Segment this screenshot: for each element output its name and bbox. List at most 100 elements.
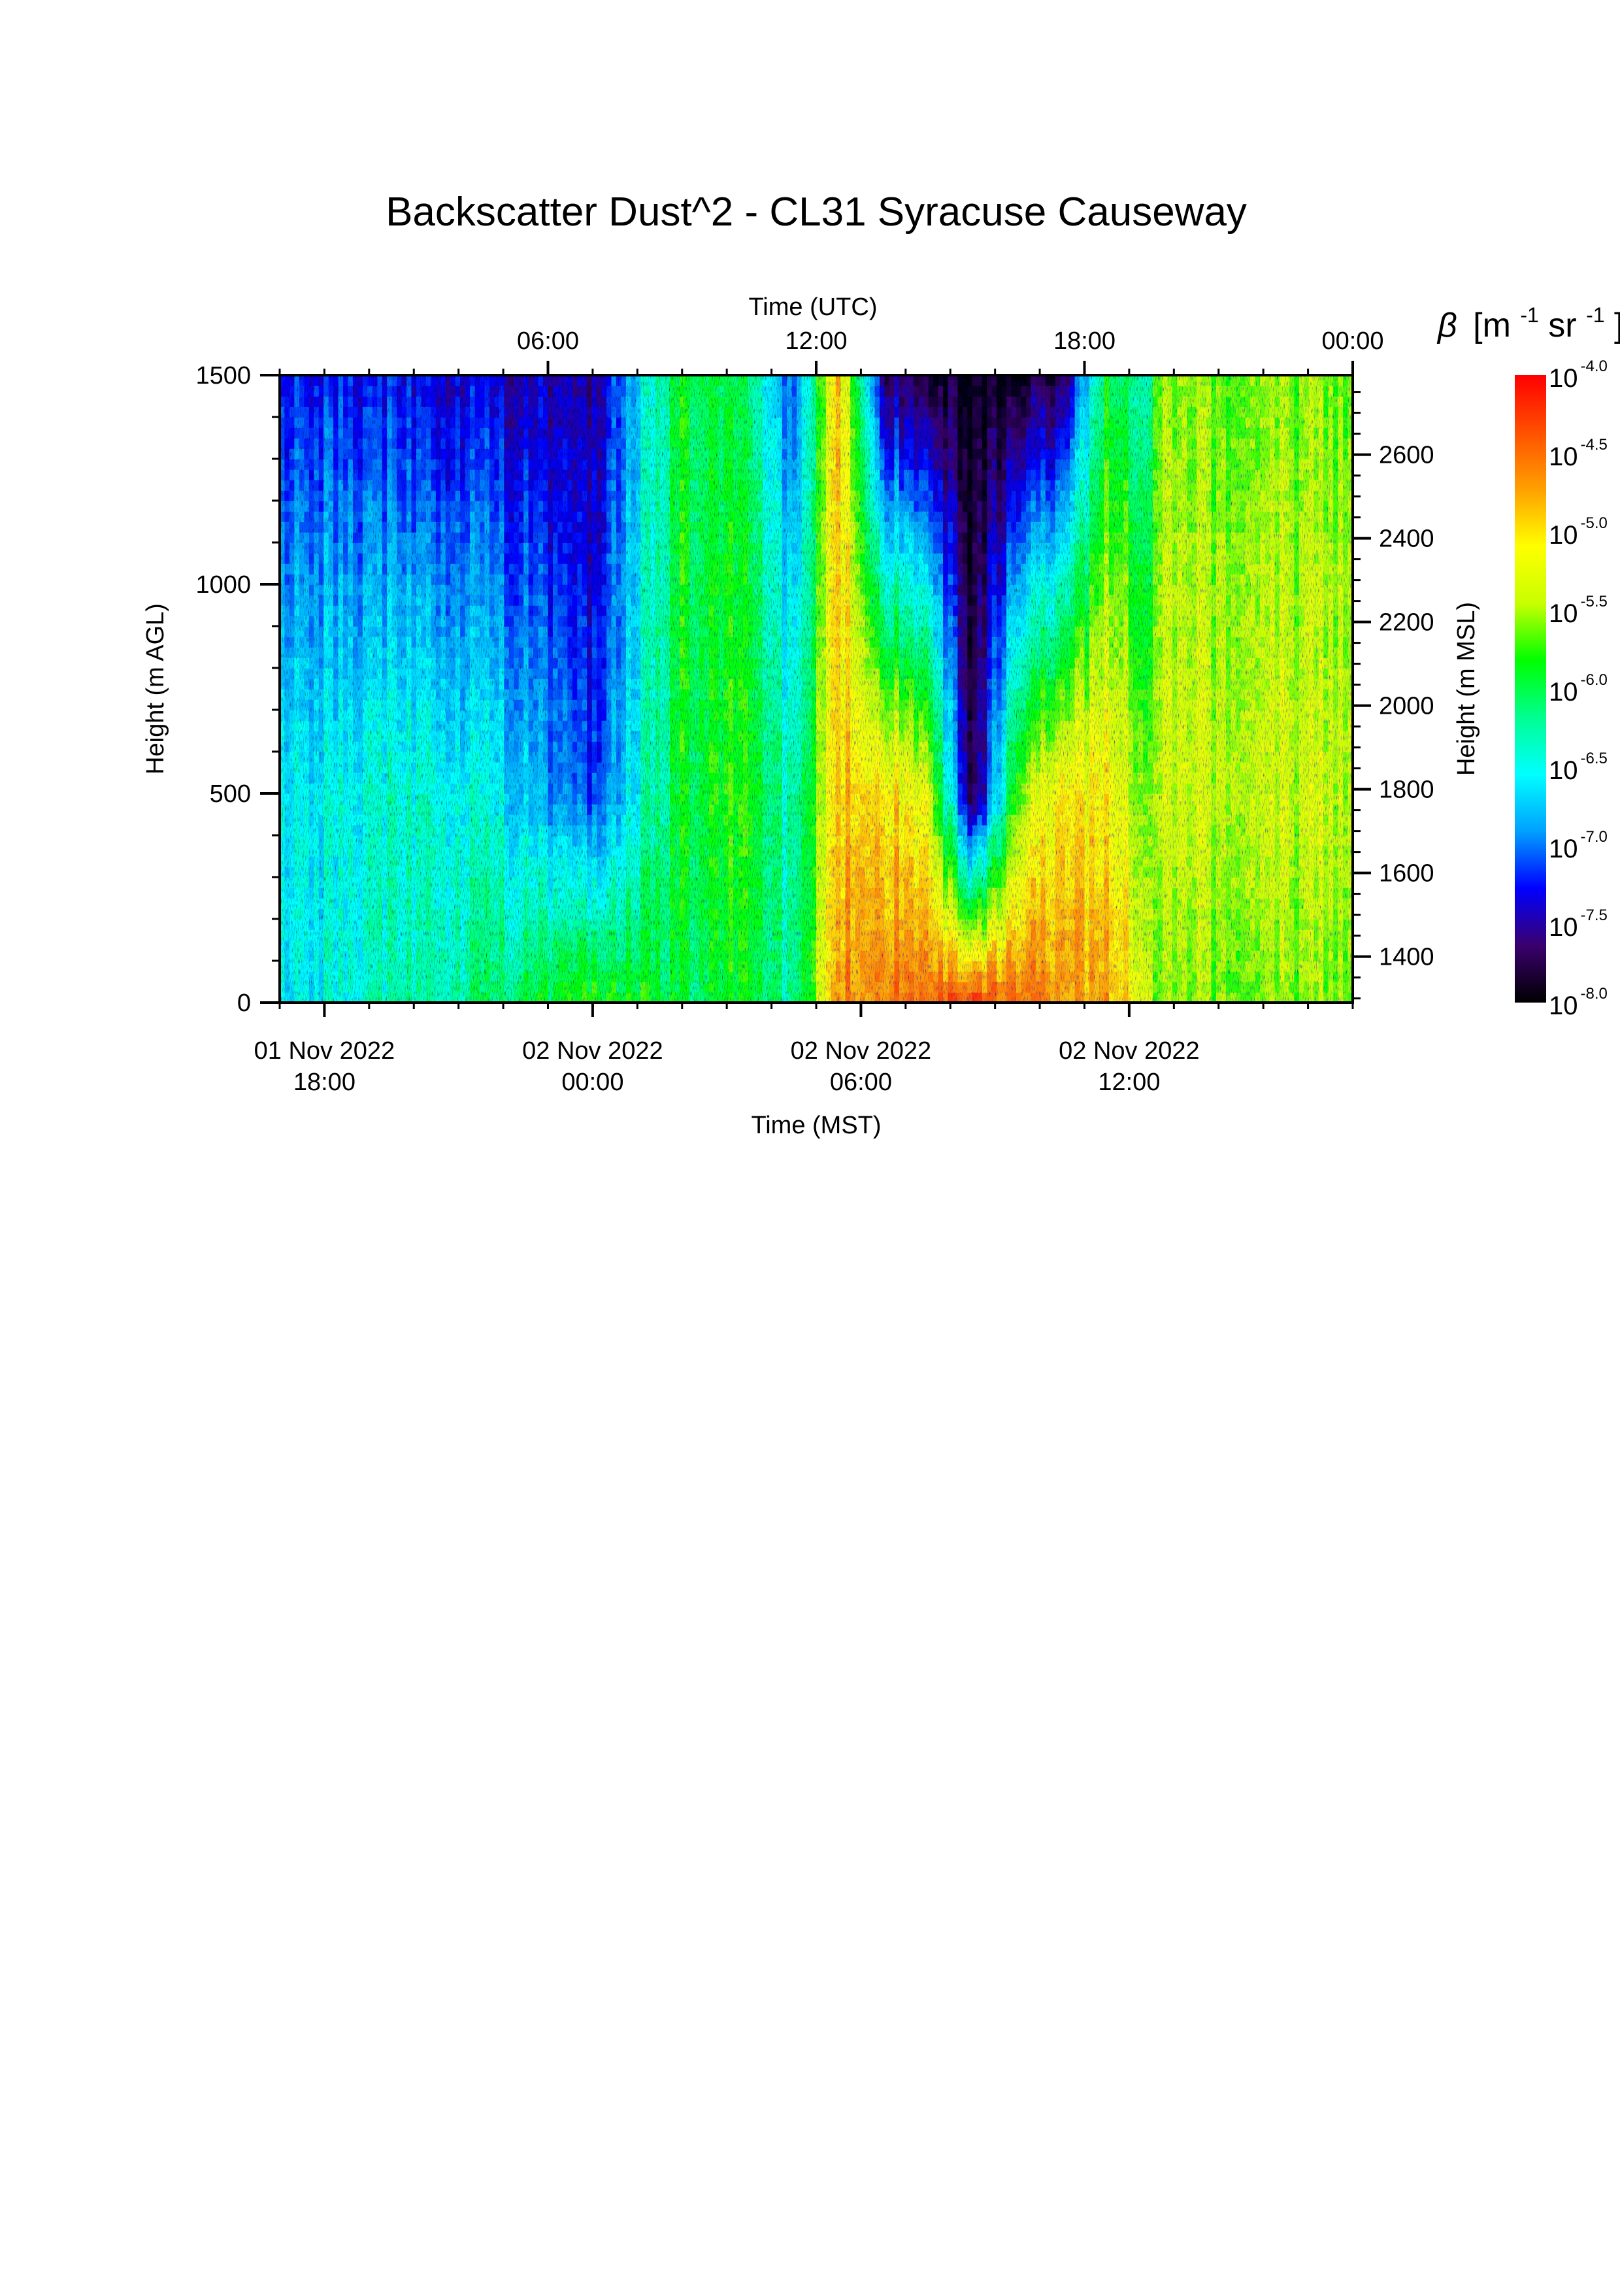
heatmap-cell xyxy=(552,626,559,637)
heatmap-cell xyxy=(504,574,510,585)
heatmap-cell xyxy=(480,595,486,606)
heatmap-cell xyxy=(318,898,324,909)
heatmap-cell xyxy=(411,898,417,909)
heatmap-cell xyxy=(514,971,520,982)
heatmap-cell xyxy=(499,584,505,595)
heatmap-cell xyxy=(284,532,290,543)
heatmap-cell xyxy=(421,689,427,700)
heatmap-cell xyxy=(670,856,676,867)
heatmap-cell xyxy=(665,950,670,961)
heatmap-cell xyxy=(655,720,661,731)
heatmap-cell xyxy=(280,647,286,658)
heatmap-cell xyxy=(635,898,642,909)
heatmap-cell xyxy=(440,950,446,961)
heatmap-cell xyxy=(343,626,349,637)
heatmap-cell xyxy=(416,417,422,428)
heatmap-cell xyxy=(494,877,500,888)
heatmap-cell xyxy=(299,710,305,721)
heatmap-cell xyxy=(591,773,597,784)
heatmap-cell xyxy=(587,501,593,512)
heatmap-cell xyxy=(421,657,427,669)
heatmap-cell xyxy=(484,856,490,867)
heatmap-cell xyxy=(680,469,686,480)
heatmap-cell xyxy=(289,877,295,888)
heatmap-cell xyxy=(631,563,636,574)
heatmap-cell xyxy=(289,438,295,449)
heatmap-cell xyxy=(538,835,544,846)
heatmap-cell xyxy=(352,856,359,867)
heatmap-cell xyxy=(606,375,612,386)
heatmap-cell xyxy=(494,793,500,805)
heatmap-cell xyxy=(280,940,286,951)
heatmap-cell xyxy=(416,940,422,951)
heatmap-cell xyxy=(377,511,383,522)
heatmap-cell xyxy=(621,867,627,878)
heatmap-cell xyxy=(538,773,544,784)
heatmap-cell xyxy=(391,605,397,616)
heatmap-cell xyxy=(557,773,563,784)
heatmap-cell xyxy=(338,417,344,428)
heatmap-cell xyxy=(508,647,515,658)
heatmap-cell xyxy=(328,657,334,669)
heatmap-cell xyxy=(314,490,320,501)
heatmap-cell xyxy=(411,584,417,595)
heatmap-cell xyxy=(621,814,627,825)
heatmap-cell xyxy=(591,438,597,449)
heatmap-cell xyxy=(601,542,607,554)
heatmap-cell xyxy=(680,574,686,585)
heatmap-cell xyxy=(421,793,427,805)
heatmap-cell xyxy=(406,699,412,710)
heatmap-cell xyxy=(397,898,403,909)
heatmap-cell xyxy=(597,940,603,951)
heatmap-cell xyxy=(591,490,597,501)
heatmap-cell xyxy=(440,584,446,595)
heatmap-cell xyxy=(338,908,344,920)
heatmap-cell xyxy=(338,961,344,972)
heatmap-cell xyxy=(674,961,680,972)
heatmap-cell xyxy=(416,814,422,825)
heatmap-cell xyxy=(601,888,607,899)
heatmap-cell xyxy=(665,522,670,533)
heatmap-cell xyxy=(299,940,305,951)
heatmap-cell xyxy=(314,563,320,574)
heatmap-cell xyxy=(655,522,661,533)
heatmap-cell xyxy=(314,982,320,993)
heatmap-cell xyxy=(382,637,388,648)
heatmap-cell xyxy=(601,856,607,867)
heatmap-cell xyxy=(323,574,329,585)
heatmap-cell xyxy=(362,804,369,815)
heatmap-cell xyxy=(421,929,427,940)
heatmap-cell xyxy=(318,783,324,794)
heatmap-cell xyxy=(587,877,593,888)
heatmap-cell xyxy=(323,961,329,972)
heatmap-cell xyxy=(397,773,403,784)
heatmap-cell xyxy=(543,501,549,512)
heatmap-cell xyxy=(406,480,412,491)
heatmap-cell xyxy=(528,595,534,606)
heatmap-cell xyxy=(591,689,597,700)
heatmap-cell xyxy=(387,386,393,397)
heatmap-cell xyxy=(533,804,539,815)
heatmap-cell xyxy=(348,511,354,522)
heatmap-cell xyxy=(557,584,563,595)
heatmap-cell xyxy=(674,563,680,574)
heatmap-cell xyxy=(552,919,559,930)
heatmap-cell xyxy=(299,961,305,972)
heatmap-cell xyxy=(528,605,534,616)
heatmap-cell xyxy=(372,626,378,637)
heatmap-cell xyxy=(494,773,500,784)
heatmap-cell xyxy=(616,574,622,585)
heatmap-cell xyxy=(518,584,524,595)
heatmap-cell xyxy=(343,971,349,982)
heatmap-cell xyxy=(284,647,290,658)
heatmap-cell xyxy=(425,888,432,899)
heatmap-cell xyxy=(489,888,495,899)
heatmap-cell xyxy=(421,961,427,972)
heatmap-cell xyxy=(489,793,495,805)
heatmap-cell xyxy=(514,710,520,721)
heatmap-cell xyxy=(670,626,676,637)
heatmap-cell xyxy=(484,417,490,428)
heatmap-cell xyxy=(397,888,403,899)
heatmap-cell xyxy=(416,480,422,491)
heatmap-cell xyxy=(382,584,388,595)
